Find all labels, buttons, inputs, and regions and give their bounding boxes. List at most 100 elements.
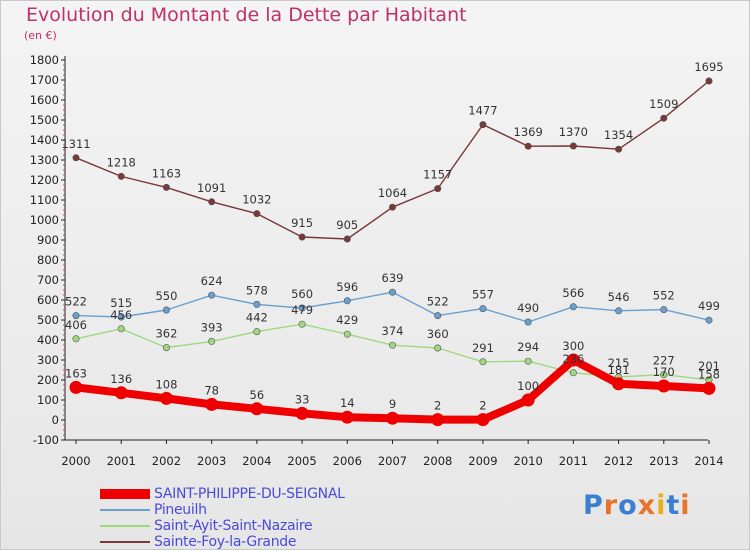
y-tick-label: 400 <box>37 333 59 347</box>
data-point-saint-philippe-du-seignal <box>250 402 264 416</box>
y-tick-label: 900 <box>37 233 59 247</box>
legend-swatch <box>100 509 150 511</box>
data-label-sainte-foy-la-grande: 1354 <box>604 128 633 142</box>
data-label-pineuilh: 578 <box>246 283 268 297</box>
data-label-saint-philippe-du-seignal: 78 <box>204 383 219 397</box>
x-tick-label: 2012 <box>604 454 633 468</box>
data-label-saint-philippe-du-seignal: 170 <box>653 365 675 379</box>
chart-legend: SAINT-PHILIPPE-DU-SEIGNAL Pineuilh Saint-A… <box>100 486 345 550</box>
data-point-sainte-foy-la-grande <box>388 203 396 211</box>
chart-axes: -100 0 100 200 300 400 500 600 700 800 900 1000 1100… <box>30 53 724 468</box>
data-point-saint-ayit-saint-nazaire <box>343 330 351 338</box>
data-label-sainte-foy-la-grande: 1064 <box>378 186 407 200</box>
legend-swatch <box>100 489 150 499</box>
data-label-pineuilh: 546 <box>608 290 630 304</box>
x-tick-label: 2005 <box>287 454 316 468</box>
data-point-pineuilh <box>208 291 216 299</box>
data-point-sainte-foy-la-grande <box>72 154 80 162</box>
x-tick-label: 2009 <box>468 454 497 468</box>
data-point-pineuilh <box>569 303 577 311</box>
legend-label: Sainte-Foy-la-Grande <box>154 534 297 550</box>
data-point-saint-ayit-saint-nazaire <box>524 357 532 365</box>
y-tick-label: 1500 <box>30 113 59 127</box>
y-tick-label: 1300 <box>30 153 59 167</box>
y-tick-label: 1800 <box>30 53 59 67</box>
logo-letter: i <box>680 490 691 521</box>
data-label-saint-philippe-du-seignal: 158 <box>698 367 720 381</box>
data-point-saint-philippe-du-seignal <box>159 391 173 405</box>
y-tick-label: 0 <box>52 413 59 427</box>
data-point-pineuilh <box>343 297 351 305</box>
data-label-pineuilh: 522 <box>427 295 449 309</box>
data-point-pineuilh <box>253 300 261 308</box>
data-label-saint-ayit-saint-nazaire: 429 <box>336 313 358 327</box>
data-label-sainte-foy-la-grande: 1369 <box>514 125 543 139</box>
data-point-sainte-foy-la-grande <box>117 172 125 180</box>
data-point-pineuilh <box>434 312 442 320</box>
data-point-sainte-foy-la-grande <box>660 114 668 122</box>
data-point-saint-philippe-du-seignal <box>702 381 716 395</box>
data-point-pineuilh <box>660 306 668 314</box>
data-point-saint-philippe-du-seignal <box>431 413 445 427</box>
data-point-saint-philippe-du-seignal <box>521 393 535 407</box>
chart-lines <box>69 77 716 427</box>
x-tick-label: 2014 <box>694 454 723 468</box>
y-tick-label: 1700 <box>30 73 59 87</box>
data-point-pineuilh <box>705 316 713 324</box>
data-point-saint-philippe-du-seignal <box>295 406 309 420</box>
series-line-sainte-foy-la-grande <box>75 80 710 240</box>
data-label-saint-philippe-du-seignal: 136 <box>110 372 132 386</box>
data-label-saint-philippe-du-seignal: 163 <box>65 366 87 380</box>
data-label-saint-philippe-du-seignal: 2 <box>434 399 441 413</box>
x-tick-label: 2006 <box>333 454 362 468</box>
data-point-sainte-foy-la-grande <box>569 142 577 150</box>
data-label-saint-ayit-saint-nazaire: 479 <box>291 303 313 317</box>
data-label-saint-philippe-du-seignal: 33 <box>295 392 310 406</box>
data-label-sainte-foy-la-grande: 1163 <box>152 166 181 180</box>
legend-item-sainte-foy-la-grande: Sainte-Foy-la-Grande <box>100 534 345 550</box>
data-point-saint-philippe-du-seignal <box>205 397 219 411</box>
logo-letter: o <box>618 490 638 521</box>
data-point-saint-ayit-saint-nazaire <box>162 344 170 352</box>
chart-data-labels: 163 136 108 78 56 33 14 9 2 2 100 300 181 170 158 522 51… <box>61 60 723 413</box>
y-tick-label: 600 <box>37 293 59 307</box>
chart-title: Evolution du Montant de la Dette par Hab… <box>26 4 467 26</box>
data-point-sainte-foy-la-grande <box>479 121 487 129</box>
data-label-saint-philippe-du-seignal: 181 <box>608 363 630 377</box>
data-point-pineuilh <box>298 304 306 312</box>
data-point-saint-ayit-saint-nazaire <box>298 320 306 328</box>
data-point-sainte-foy-la-grande <box>162 183 170 191</box>
legend-item-saint-ayit-saint-nazaire: Saint-Ayit-Saint-Nazaire <box>100 518 345 534</box>
logo-letter: t <box>666 490 681 521</box>
data-label-sainte-foy-la-grande: 915 <box>291 216 313 230</box>
y-tick-label: 200 <box>37 373 59 387</box>
data-label-saint-ayit-saint-nazaire: 360 <box>427 327 449 341</box>
data-label-saint-ayit-saint-nazaire: 236 <box>562 352 584 366</box>
data-label-pineuilh: 550 <box>155 289 177 303</box>
data-point-saint-ayit-saint-nazaire <box>117 325 125 333</box>
data-point-pineuilh <box>117 313 125 321</box>
data-label-saint-ayit-saint-nazaire: 393 <box>201 320 223 334</box>
data-point-saint-philippe-du-seignal <box>69 380 83 394</box>
data-label-pineuilh: 596 <box>336 280 358 294</box>
data-label-saint-ayit-saint-nazaire: 215 <box>608 356 630 370</box>
y-tick-label: 1400 <box>30 133 59 147</box>
data-label-pineuilh: 566 <box>562 286 584 300</box>
data-label-saint-ayit-saint-nazaire: 442 <box>246 311 268 325</box>
x-tick-label: 2011 <box>559 454 588 468</box>
legend-label: SAINT-PHILIPPE-DU-SEIGNAL <box>154 486 345 502</box>
data-label-pineuilh: 552 <box>653 289 675 303</box>
data-label-sainte-foy-la-grande: 1032 <box>242 193 271 207</box>
data-point-pineuilh <box>524 318 532 326</box>
data-label-sainte-foy-la-grande: 1477 <box>468 104 497 118</box>
logo-letter: P <box>583 490 604 521</box>
data-label-saint-philippe-du-seignal: 300 <box>562 339 584 353</box>
legend-item-saint-philippe-du-seignal: SAINT-PHILIPPE-DU-SEIGNAL <box>100 486 345 502</box>
data-point-saint-ayit-saint-nazaire <box>569 369 577 377</box>
legend-item-pineuilh: Pineuilh <box>100 502 345 518</box>
data-point-saint-philippe-du-seignal <box>386 411 399 425</box>
data-point-saint-ayit-saint-nazaire <box>208 337 216 345</box>
data-label-pineuilh: 557 <box>472 288 494 302</box>
x-tick-label: 2003 <box>197 454 226 468</box>
logo-letter: x <box>637 490 657 521</box>
